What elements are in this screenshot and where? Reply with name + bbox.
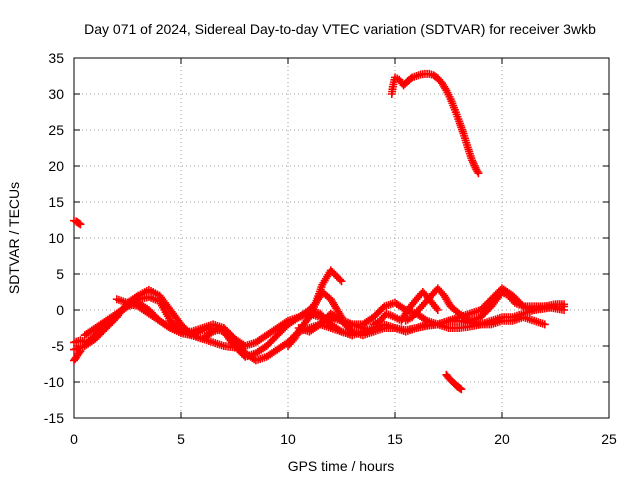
y-tick-label: -10	[44, 374, 64, 390]
data-point	[540, 320, 549, 329]
data-points	[70, 69, 569, 394]
series-arc-11	[369, 288, 442, 329]
y-tick-label: 5	[56, 266, 64, 282]
data-point	[473, 167, 482, 176]
data-point	[337, 277, 346, 286]
series-arc-15	[442, 370, 466, 394]
data-point	[560, 300, 569, 309]
x-axis-label: GPS time / hours	[288, 458, 395, 474]
x-tick-label: 20	[494, 431, 510, 447]
x-tick-label: 10	[280, 431, 296, 447]
x-tick-label: 0	[70, 431, 78, 447]
series-arc-6	[112, 295, 357, 365]
y-axis: -15 -10 -5 0 5 10 15 20 25 30 35	[44, 50, 609, 426]
data-point	[432, 304, 441, 313]
y-tick-label: 15	[48, 194, 64, 210]
series-arc-1	[70, 216, 85, 229]
y-tick-label: 25	[48, 122, 64, 138]
y-tick-label: -15	[44, 410, 64, 426]
y-tick-label: 10	[48, 230, 64, 246]
y-tick-label: 0	[56, 302, 64, 318]
series-arc-13	[465, 288, 569, 325]
data-point	[433, 306, 442, 314]
data-point	[369, 327, 378, 336]
data-point	[476, 320, 485, 329]
data-point	[76, 220, 85, 229]
data-point	[474, 169, 483, 178]
y-tick-label: 35	[48, 50, 64, 66]
x-axis: 0 5 10 15 20 25	[70, 58, 617, 447]
chart-title: Day 071 of 2024, Sidereal Day-to-day VTE…	[84, 21, 596, 37]
data-point	[457, 385, 466, 394]
y-axis-label: SDTVAR / TECUs	[6, 182, 22, 294]
series-arc-14	[387, 69, 483, 178]
grid	[74, 58, 609, 418]
y-tick-label: 30	[48, 86, 64, 102]
x-tick-label: 25	[601, 431, 617, 447]
x-tick-label: 5	[177, 431, 185, 447]
x-tick-label: 15	[387, 431, 403, 447]
y-tick-label: 20	[48, 158, 64, 174]
data-point	[335, 275, 344, 284]
y-tick-label: -5	[52, 338, 65, 354]
